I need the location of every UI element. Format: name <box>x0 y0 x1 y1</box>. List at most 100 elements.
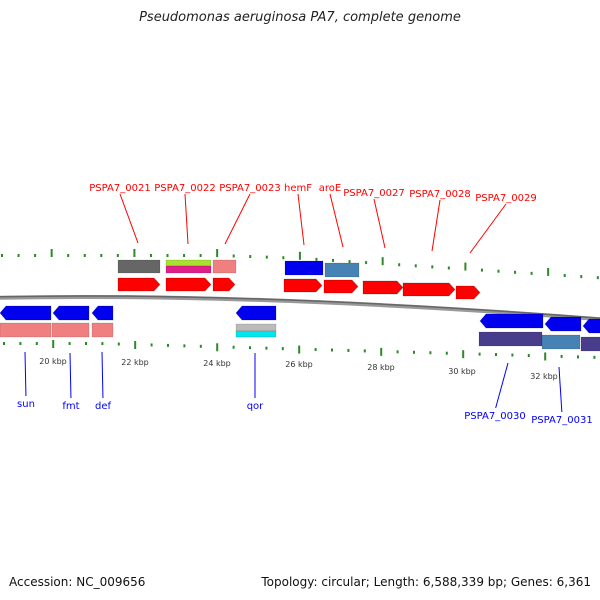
tick-mark-bottom <box>495 353 497 357</box>
forward-label-leader <box>119 193 139 244</box>
tick-mark-bottom <box>3 342 5 345</box>
reverse-label-leader <box>24 351 27 397</box>
tick-mark-bottom <box>462 350 465 359</box>
cdd-feature-box <box>235 323 277 332</box>
tick-mark-bottom <box>298 345 301 354</box>
cdd-feature-box <box>165 259 212 267</box>
tick-mark-bottom <box>232 345 235 349</box>
cdd-feature-box <box>165 265 212 274</box>
tick-mark-top <box>514 270 517 274</box>
reverse-label-leader <box>558 366 563 413</box>
tick-mark-bottom <box>249 346 251 350</box>
tick-mark-bottom <box>35 342 38 345</box>
cdd-feature-box <box>324 262 360 278</box>
tick-mark-top <box>265 255 268 259</box>
tick-mark-top <box>563 274 566 278</box>
tick-mark-top <box>480 268 483 272</box>
accession-text: Accession: NC_009656 <box>9 575 146 589</box>
tick-mark-top <box>183 254 186 257</box>
genome-summary-text: Topology: circular; Length: 6,588,339 bp… <box>261 575 591 589</box>
forward-label-leader <box>329 193 344 248</box>
tick-mark-bottom <box>593 355 596 359</box>
tick-mark-top <box>596 276 599 280</box>
tick-mark-top <box>398 263 401 267</box>
tick-mark-top <box>580 275 583 279</box>
tick-mark-bottom <box>527 354 530 358</box>
cdd-feature-box <box>235 330 277 338</box>
forward-gene-label: aroE <box>319 183 341 194</box>
cdd-feature-box <box>51 322 90 338</box>
tick-mark-bottom <box>134 340 137 349</box>
cdd-feature-box <box>541 334 581 350</box>
reverse-gene-arrow <box>544 316 582 332</box>
tick-mark-top <box>447 266 450 270</box>
forward-gene-arrow <box>212 277 236 292</box>
tick-mark-top <box>365 261 368 265</box>
tick-mark-bottom <box>560 354 563 358</box>
tick-mark-top <box>34 254 37 257</box>
reverse-label-leader <box>69 352 72 399</box>
cdd-feature-box <box>580 336 600 352</box>
tick-mark-bottom <box>429 351 432 355</box>
tick-mark-bottom <box>363 349 366 353</box>
forward-gene-arrow <box>362 280 404 295</box>
tick-mark-top <box>50 249 53 257</box>
reverse-gene-label: def <box>95 401 112 412</box>
genome-backbone-edge <box>0 295 600 319</box>
forward-label-leader <box>297 193 305 246</box>
forward-gene-label: PSPA7_0029 <box>475 193 536 204</box>
forward-gene-label: PSPA7_0023 <box>219 183 280 194</box>
tick-mark-top <box>133 249 136 257</box>
forward-gene-label: PSPA7_0022 <box>154 183 215 194</box>
tick-mark-top <box>381 257 384 266</box>
tick-mark-bottom <box>265 346 268 350</box>
cdd-feature-box <box>0 322 52 338</box>
tick-mark-top <box>315 257 318 261</box>
tick-mark-top <box>497 269 500 273</box>
tick-mark-bottom <box>396 350 399 354</box>
tick-mark-bottom <box>281 347 284 351</box>
reverse-label-leader <box>101 351 104 399</box>
tick-mark-top <box>414 264 417 268</box>
genome-backbone <box>0 294 600 322</box>
tick-mark-bottom <box>478 352 481 356</box>
reverse-label-leader <box>495 362 509 409</box>
tick-mark-top <box>166 254 169 257</box>
map-title: Pseudomonas aeruginosa PA7, complete gen… <box>139 10 461 25</box>
forward-label-leader <box>224 193 251 245</box>
cdd-feature-box <box>478 331 543 347</box>
cdd-feature-box <box>117 259 161 274</box>
tick-label: 26 kbp <box>285 360 313 369</box>
tick-mark-top <box>547 267 550 276</box>
tick-mark-bottom <box>380 347 383 356</box>
tick-mark-top <box>232 254 235 258</box>
forward-gene-label: PSPA7_0021 <box>89 183 150 194</box>
tick-label: 32 kbp <box>530 372 558 381</box>
reverse-gene-label: fmt <box>62 401 79 412</box>
tick-mark-bottom <box>101 342 104 346</box>
tick-mark-top <box>348 260 351 264</box>
reverse-gene-arrow <box>0 305 52 321</box>
tick-mark-bottom <box>577 355 579 359</box>
tick-mark-top <box>464 262 467 271</box>
reverse-gene-arrow <box>479 313 544 329</box>
tick-mark-bottom <box>19 342 22 345</box>
forward-label-leader <box>431 199 441 252</box>
tick-mark-top <box>17 254 20 257</box>
tick-mark-bottom <box>314 348 317 352</box>
tick-mark-top <box>332 258 334 262</box>
tick-mark-bottom <box>52 340 55 348</box>
tick-mark-top <box>530 271 533 275</box>
tick-mark-bottom <box>347 348 350 352</box>
reverse-gene-arrow <box>91 305 114 321</box>
tick-mark-bottom <box>183 344 186 348</box>
forward-gene-arrow <box>323 279 359 294</box>
tick-mark-top <box>83 254 86 257</box>
forward-gene-label: PSPA7_0028 <box>409 189 470 200</box>
tick-mark-bottom <box>150 343 153 347</box>
tick-mark-top <box>282 256 285 260</box>
tick-label: 20 kbp <box>39 357 67 366</box>
forward-gene-label: hemF <box>284 183 312 194</box>
